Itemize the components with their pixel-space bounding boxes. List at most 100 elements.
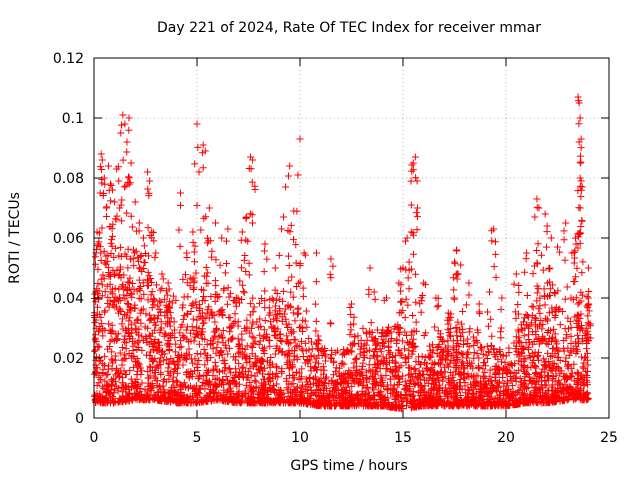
data-point <box>547 353 555 361</box>
data-point <box>332 402 340 410</box>
data-point <box>280 310 288 318</box>
data-point <box>189 301 197 309</box>
data-point <box>124 309 132 317</box>
data-point <box>461 365 469 373</box>
data-point <box>222 237 230 245</box>
data-point <box>474 372 482 380</box>
data-point <box>111 215 119 223</box>
data-point <box>250 334 258 342</box>
data-point <box>456 371 464 379</box>
data-point <box>347 347 355 355</box>
data-point <box>428 341 436 349</box>
data-point <box>286 388 294 396</box>
data-point <box>180 334 188 342</box>
data-point <box>350 320 358 328</box>
data-point <box>106 326 114 334</box>
data-point <box>195 374 203 382</box>
data-point <box>428 395 436 403</box>
data-point <box>315 392 323 400</box>
data-point <box>164 279 172 287</box>
data-point <box>524 313 532 321</box>
data-point <box>535 204 543 212</box>
data-point <box>567 348 575 356</box>
data-point <box>131 358 139 366</box>
data-point <box>146 177 154 185</box>
data-point <box>420 332 428 340</box>
data-point <box>234 318 242 326</box>
data-point <box>572 273 580 281</box>
data-point <box>329 393 337 401</box>
data-point <box>120 291 128 299</box>
data-point <box>556 305 564 313</box>
data-point <box>238 228 246 236</box>
data-point <box>183 253 191 261</box>
data-point <box>210 389 218 397</box>
data-point <box>128 395 136 403</box>
data-point <box>243 342 251 350</box>
data-point <box>235 341 243 349</box>
data-point <box>222 388 230 396</box>
data-point <box>486 377 494 385</box>
data-point <box>497 328 505 336</box>
data-point <box>475 362 483 370</box>
data-point <box>334 347 342 355</box>
data-point <box>226 365 234 373</box>
data-point <box>413 399 421 407</box>
data-point <box>387 403 395 411</box>
data-point <box>537 391 545 399</box>
data-point <box>522 339 530 347</box>
data-point <box>221 356 229 364</box>
data-point <box>208 253 216 261</box>
data-point <box>145 331 153 339</box>
data-point <box>91 336 99 344</box>
data-point <box>431 383 439 391</box>
data-point <box>394 346 402 354</box>
data-point <box>403 391 411 399</box>
data-point <box>473 402 481 410</box>
data-point <box>168 329 176 337</box>
data-point <box>121 332 129 340</box>
data-point <box>162 378 170 386</box>
data-point <box>169 373 177 381</box>
data-point <box>392 365 400 373</box>
data-point <box>234 335 242 343</box>
data-point <box>398 397 406 405</box>
data-point <box>314 360 322 368</box>
data-point <box>157 392 165 400</box>
data-point <box>124 300 132 308</box>
data-point <box>505 401 513 409</box>
data-point <box>412 174 420 182</box>
data-point <box>173 357 181 365</box>
data-point <box>109 392 117 400</box>
data-point <box>513 389 521 397</box>
data-point <box>476 309 484 317</box>
data-point <box>182 352 190 360</box>
data-point <box>383 386 391 394</box>
data-point <box>251 360 259 368</box>
data-point <box>312 375 320 383</box>
data-point <box>187 399 195 407</box>
data-point <box>319 370 327 378</box>
data-point <box>413 204 421 212</box>
data-point <box>278 348 286 356</box>
data-point <box>451 259 459 267</box>
data-point <box>315 337 323 345</box>
data-point <box>230 297 238 305</box>
data-point <box>291 317 299 325</box>
data-point <box>200 272 208 280</box>
data-point <box>117 243 125 251</box>
data-point <box>349 394 357 402</box>
data-point <box>295 324 303 332</box>
data-point <box>213 374 221 382</box>
data-point <box>179 301 187 309</box>
data-point <box>157 354 165 362</box>
data-point <box>382 365 390 373</box>
data-point <box>306 373 314 381</box>
data-point <box>351 355 359 363</box>
data-point <box>527 376 535 384</box>
data-point <box>93 392 101 400</box>
data-point <box>551 312 559 320</box>
data-point <box>296 278 304 286</box>
data-point <box>496 366 504 374</box>
x-tick-label: 15 <box>394 430 412 446</box>
